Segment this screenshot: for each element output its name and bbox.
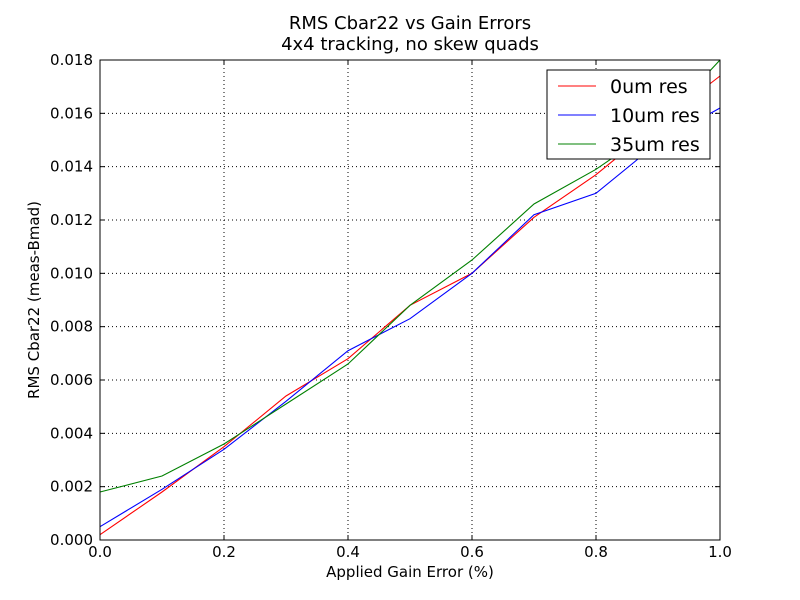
chart-subtitle: 4x4 tracking, no skew quads xyxy=(281,34,539,55)
x-tick-label: 0.6 xyxy=(460,543,484,561)
series-line-1 xyxy=(99,107,721,528)
chart-title: RMS Cbar22 vs Gain Errors xyxy=(289,13,531,34)
legend-label: 35um res xyxy=(610,134,700,156)
x-tick-label: 0.8 xyxy=(584,543,608,561)
y-tick-label: 0.008 xyxy=(50,318,93,336)
x-axis-title: Applied Gain Error (%) xyxy=(326,563,494,581)
x-tick-label: 0.0 xyxy=(88,543,112,561)
plot-frame xyxy=(99,59,721,541)
y-tick-label: 0.006 xyxy=(50,371,93,389)
y-tick-label: 0.018 xyxy=(50,51,93,69)
legend-label: 10um res xyxy=(610,105,700,127)
y-tick-label: 0.010 xyxy=(50,264,93,282)
y-tick-label: 0.016 xyxy=(50,104,93,122)
y-tick-labels: 0.000 0.002 0.004 0.006 0.008 0.010 0.012 0.014… xyxy=(50,51,93,549)
y-tick-label: 0.004 xyxy=(50,424,93,442)
x-tick-label: 0.4 xyxy=(336,543,360,561)
legend-label: 0um res xyxy=(610,76,688,98)
y-tick-label: 0.000 xyxy=(50,531,93,549)
y-tick-label: 0.002 xyxy=(50,478,93,496)
x-tick-label: 0.2 xyxy=(212,543,236,561)
y-tick-label: 0.012 xyxy=(50,211,93,229)
x-tick-labels: 0.0 0.2 0.4 0.6 0.8 1.0 xyxy=(88,543,732,561)
y-tick-label: 0.014 xyxy=(50,158,93,176)
legend: 0um res 10um res 35um res xyxy=(546,69,711,160)
y-axis-title: RMS Cbar22 (meas-Bmad) xyxy=(25,201,43,399)
x-tick-label: 1.0 xyxy=(708,543,732,561)
